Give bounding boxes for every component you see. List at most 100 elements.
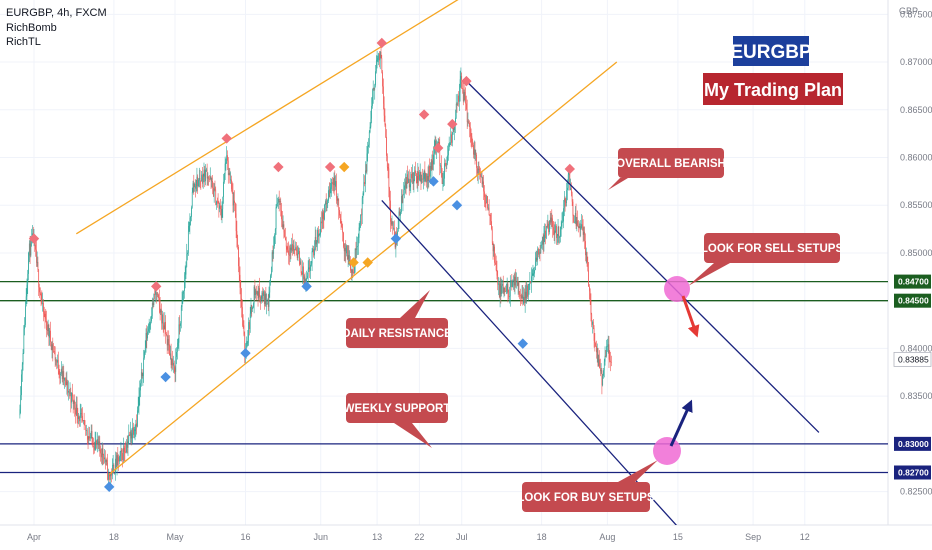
candle-body — [584, 231, 586, 242]
candle-body — [503, 287, 505, 293]
candle-body — [529, 281, 531, 285]
candle-body — [152, 303, 154, 305]
candle-body — [148, 324, 150, 329]
time-tick-label: 16 — [240, 532, 250, 542]
candle-body — [596, 345, 597, 353]
candle-body — [510, 280, 512, 282]
candle-body — [19, 409, 21, 416]
candle-body — [21, 374, 22, 396]
candle-body — [173, 362, 175, 368]
time-axis: Apr 18 May 16 Jun 13 22 Jul 18 Aug 15 Sep 12 — [27, 532, 810, 542]
candle-body — [406, 174, 408, 189]
sell-signal-marker — [273, 161, 284, 173]
candle-body — [528, 284, 530, 285]
callout-buy-setups[interactable]: LOOK FOR BUY SETUPS — [517, 460, 658, 512]
candle-body — [269, 282, 271, 293]
buy-signal-marker — [160, 371, 171, 383]
price-level-tag — [894, 274, 931, 289]
candle-body — [169, 353, 171, 356]
candle-body — [109, 473, 111, 477]
candle-body — [419, 172, 421, 175]
candle-body — [527, 284, 529, 297]
candle-body — [107, 462, 108, 480]
callout-weekly-support[interactable]: WEEKLY SUPPORT — [344, 393, 451, 448]
candle-body — [516, 280, 518, 286]
candle-body — [194, 183, 195, 188]
candle-body — [448, 149, 449, 156]
candle-body — [43, 302, 44, 313]
candle-body — [341, 223, 343, 227]
candle-body — [202, 174, 203, 184]
candle-body — [520, 295, 521, 297]
candle-body — [94, 441, 96, 450]
candle-body — [147, 331, 148, 339]
candle-body — [21, 364, 23, 375]
candle-body — [234, 203, 236, 214]
candle-body — [46, 320, 47, 331]
candle-body — [579, 226, 581, 230]
callout-daily-resistance[interactable]: DAILY RESISTANCE — [342, 290, 452, 348]
candle-body — [76, 404, 78, 416]
candle-body — [552, 218, 553, 228]
candle-body — [477, 167, 478, 174]
candle-body — [379, 52, 381, 61]
candle-body — [111, 465, 113, 476]
candle-body — [487, 196, 488, 209]
candle-body — [102, 448, 104, 456]
candle-body — [577, 220, 578, 226]
candle-body — [593, 328, 595, 341]
candle-body — [196, 176, 198, 187]
candle-body — [386, 155, 388, 168]
candle-body — [553, 230, 555, 235]
candle-body — [401, 195, 403, 203]
candle-body — [426, 173, 427, 183]
candle-body — [582, 227, 584, 235]
candle-body — [404, 181, 406, 186]
candle-body — [208, 177, 210, 179]
candle-body — [505, 290, 506, 292]
candle-body — [575, 213, 577, 226]
candle-body — [410, 174, 412, 185]
buy-signal-marker — [104, 481, 115, 493]
callout-sell-setups[interactable]: LOOK FOR SELL SETUPS — [688, 233, 843, 286]
candle-body — [310, 264, 311, 271]
candle-body — [526, 285, 528, 299]
candle-body — [356, 246, 358, 250]
candle-body — [229, 172, 231, 181]
candle-body — [86, 430, 87, 432]
candle-body — [67, 381, 69, 393]
candle-body — [357, 246, 358, 248]
callout-resistance-label: DAILY RESISTANCE — [342, 328, 452, 340]
candle-body — [339, 209, 340, 216]
candle-body — [431, 160, 433, 170]
candle-body — [372, 87, 374, 97]
candle-body — [555, 225, 557, 231]
candle-body — [206, 169, 208, 179]
candle-body — [491, 228, 493, 243]
candle-body — [342, 226, 343, 233]
candle-body — [469, 126, 471, 134]
candle-body — [301, 272, 303, 275]
candle-body — [462, 88, 464, 102]
candle-body — [560, 226, 562, 228]
candle-body — [332, 183, 334, 186]
candle-body — [289, 254, 290, 256]
candle-body — [360, 214, 361, 224]
candle-body — [531, 276, 532, 283]
candle-body — [244, 334, 246, 357]
buy-arrow — [669, 399, 693, 447]
candle-body — [375, 71, 376, 86]
candle-body — [417, 171, 419, 184]
candle-body — [543, 234, 545, 245]
callout-overall-bearish[interactable]: OVERALL BEARISH — [608, 148, 726, 190]
candle-body — [224, 174, 225, 182]
candle-body — [440, 165, 441, 167]
candle-body — [134, 429, 136, 431]
buy-signal-marker — [428, 176, 439, 187]
candle-body — [234, 200, 235, 204]
candle-body — [191, 192, 193, 208]
candle-body — [325, 201, 326, 205]
candle-body — [441, 170, 443, 184]
candle-body — [318, 234, 320, 237]
